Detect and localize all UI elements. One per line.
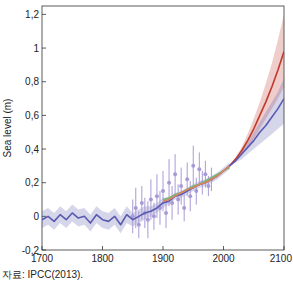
data-point [152,214,156,218]
data-point [179,184,183,188]
plot-frame [42,6,284,250]
source-note: 자료: IPCC(2013). [2,269,83,280]
data-point [194,189,198,193]
x-tick-label: 1700 [31,253,54,264]
y-tick [42,81,46,82]
data-point [167,181,171,185]
x-tick-label: 2100 [270,253,293,264]
uncertainty-band [230,14,284,165]
plot-area [42,14,284,238]
chart: -0,200,20,40,60,811,21700180019002000210… [0,0,293,284]
x-tick-label: 1800 [91,253,114,264]
data-point [137,223,141,227]
data-point [170,201,174,205]
y-tick [42,250,46,251]
x-tick-label: 1900 [152,253,175,264]
data-point [206,184,210,188]
y-tick [42,149,46,150]
y-tick [42,115,46,116]
series-line [230,51,284,165]
y-tick [42,14,46,15]
data-point [188,194,192,198]
data-point [191,164,195,168]
y-tick-label: 0,6 [25,110,39,121]
y-tick-label: 0,8 [25,76,39,87]
y-tick-label: 0,2 [25,177,39,188]
data-point [185,177,189,181]
y-tick-label: 1,2 [25,9,39,20]
data-point [149,198,153,202]
data-point [155,194,159,198]
y-tick-label: 1 [33,43,39,54]
y-tick [42,48,46,49]
data-point [146,218,150,222]
data-point [164,211,168,215]
data-point [173,172,177,176]
x-tick [163,246,164,250]
data-point [197,167,201,171]
series-line [163,168,230,200]
y-tick-label: 0 [33,211,39,222]
x-tick [223,246,224,250]
y-tick-label: 0,4 [25,144,39,155]
x-tick [42,246,43,250]
data-point [203,172,207,176]
series-line [230,99,284,166]
x-tick [284,246,285,250]
data-point [161,189,165,193]
series-line [42,166,230,225]
data-point [182,206,186,210]
data-point [140,201,144,205]
y-tick [42,182,46,183]
x-tick-label: 2000 [212,253,235,264]
series-line [163,166,230,201]
x-tick [102,246,103,250]
y-axis-label: Sea level (m) [2,99,13,158]
data-point [176,198,180,202]
data-point [134,206,138,210]
uncertainty-band [42,163,230,234]
